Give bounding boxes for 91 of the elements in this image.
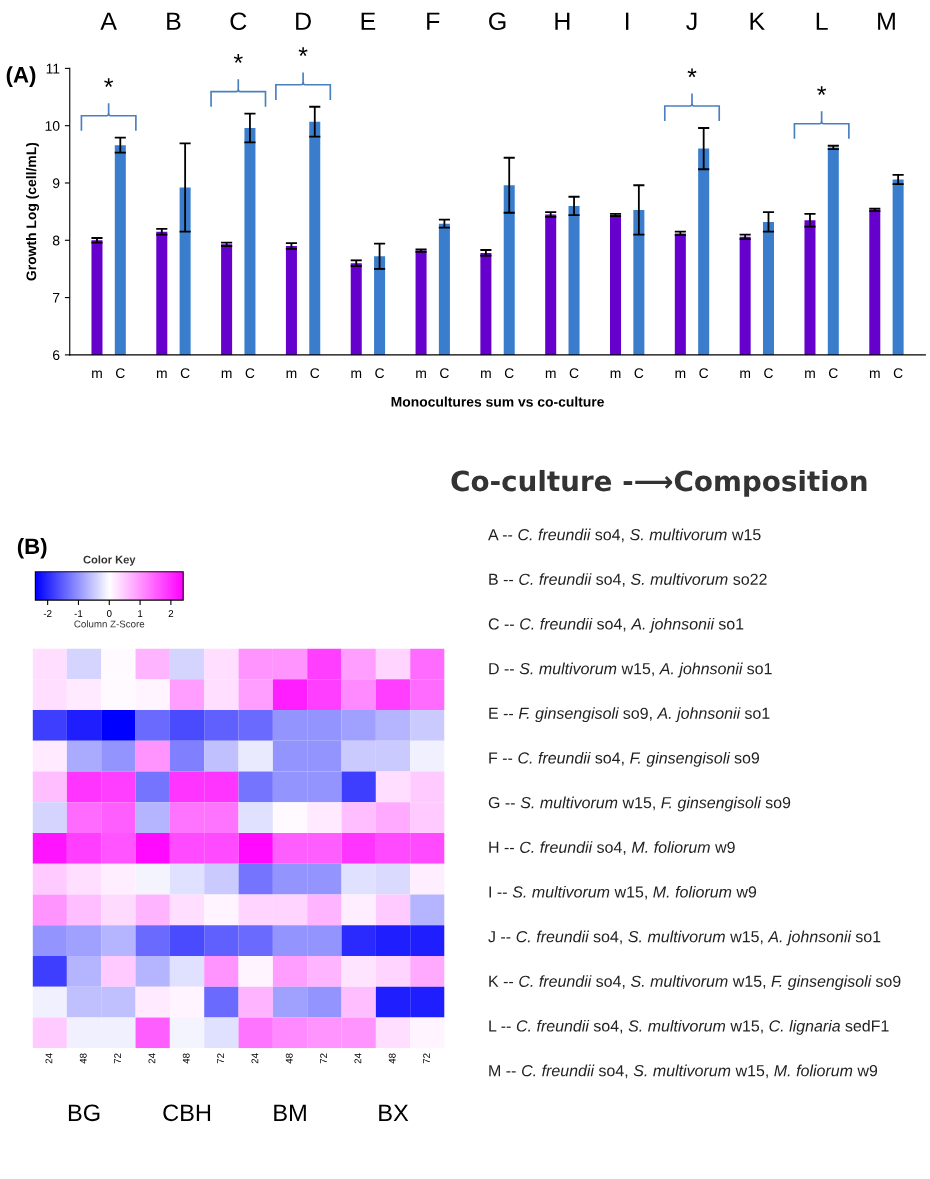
text: C <box>569 368 579 379</box>
legend-title: Color Key <box>83 555 136 566</box>
x-tick-label: 72 <box>320 1053 327 1064</box>
text: C <box>375 368 385 379</box>
text: m <box>156 370 167 378</box>
x-tick-label: 24 <box>148 1053 156 1064</box>
x-tick-label: 24 <box>251 1053 259 1064</box>
annotation: * <box>817 86 827 95</box>
text: G -- S. multivorum w15, F. ginsengisoli so9 <box>488 796 791 812</box>
text: C <box>180 368 190 379</box>
color-bar-label: -2 <box>43 610 52 617</box>
y-tick-label: 8 <box>52 235 60 246</box>
text: E -- F. ginsengisoli so9, A. johnsonii so1 <box>489 707 770 723</box>
text: m <box>610 370 621 378</box>
x-tick-label: 48 <box>285 1053 293 1064</box>
y-tick-label: 7 <box>53 293 60 303</box>
text: CBH <box>163 1104 211 1122</box>
color-bar-label: -1 <box>74 610 83 617</box>
text: C <box>829 368 838 379</box>
text: * <box>298 47 308 57</box>
text: I -- S. multivorum w15, M. foliorum w9 <box>489 885 757 900</box>
x-tick-label: F <box>427 12 440 30</box>
text: m <box>545 370 556 378</box>
x-tick-label: A <box>100 12 117 30</box>
text: m <box>416 370 426 378</box>
text: D -- S. multivorum w15, A. johnsonii so1 <box>489 662 772 678</box>
annotation: * <box>687 68 697 78</box>
x-tick-label: 72 <box>217 1053 224 1064</box>
text: Co-culture -⟶Composition <box>451 469 867 497</box>
x-tick-label: 48 <box>182 1053 190 1064</box>
x-tick-label: I <box>626 12 629 30</box>
series-label: C <box>245 368 255 379</box>
x-tick-label: L <box>816 12 828 30</box>
color-bar-label: 0 <box>106 610 112 617</box>
text: C <box>440 368 449 379</box>
series-label: m <box>286 370 297 378</box>
y-tick-label: 10 <box>45 121 60 131</box>
x-tick-label: 48 <box>79 1053 87 1064</box>
text: F -- C. freundii so4, F. ginsengisoli so9 <box>489 751 760 767</box>
x-tick-label: 48 <box>388 1053 396 1064</box>
x-tick-label: H <box>555 12 570 30</box>
x-tick-label: B <box>167 12 181 30</box>
x-tick-label: J <box>686 12 697 31</box>
text: BG <box>68 1104 100 1122</box>
x-tick-label: M <box>878 12 895 30</box>
text: m <box>351 370 362 378</box>
color-bar-label: 2 <box>168 610 174 617</box>
text: C <box>634 368 644 379</box>
y-tick-label: 11 <box>46 63 60 74</box>
text: * <box>233 54 243 63</box>
text: m <box>740 370 751 378</box>
y-axis-title: Growth Log (cell/mL) <box>26 142 40 281</box>
text: m <box>221 370 232 378</box>
color-bar-label: 1 <box>138 610 143 617</box>
text: C <box>699 368 709 379</box>
text: C <box>310 368 320 379</box>
text: C <box>504 368 514 379</box>
text: (A) <box>6 66 36 87</box>
text: BX <box>379 1104 409 1121</box>
text: M -- C. freundii so4, S. multivorum w15, M. foliorum w9 <box>489 1064 878 1079</box>
text: A -- C. freundii so4, S. multivorum w15 <box>488 528 761 543</box>
y-tick-label: 6 <box>53 350 60 361</box>
x-tick-label: 72 <box>114 1053 121 1064</box>
text: C <box>893 368 903 379</box>
text: m <box>805 370 815 378</box>
x-tick-label: 72 <box>423 1053 430 1064</box>
text: L -- C. freundii so4, S. multivorum w15, C. lignaria sedF1 <box>489 1019 889 1035</box>
x-axis-title: Monocultures sum vs co-culture <box>391 396 604 407</box>
text: C <box>116 368 125 379</box>
x-tick-label: D <box>296 12 311 30</box>
text: K -- C. freundii so4, S. multivorum w15, F. ginsengisoli so9 <box>489 975 901 991</box>
x-tick-label: K <box>750 12 765 30</box>
x-tick-label: 24 <box>354 1053 362 1064</box>
text: m <box>869 370 880 378</box>
text: m <box>92 370 102 378</box>
annotation: * <box>104 78 114 87</box>
x-tick-label: 24 <box>45 1053 53 1064</box>
text: m <box>481 370 491 378</box>
y-tick-label: 9 <box>52 178 60 189</box>
text: C <box>764 368 773 379</box>
text: B -- C. freundii so4, S. multivorum so22 <box>489 573 767 587</box>
x-tick-label: C <box>230 12 247 31</box>
x-tick-label: G <box>489 12 506 31</box>
text: H -- C. freundii so4, M. foliorum w9 <box>489 841 735 855</box>
text: C -- C. freundii so4, A. johnsonii so1 <box>488 617 744 633</box>
text: J -- C. freundii so4, S. multivorum w15, A. johnsonii so1 <box>488 930 881 946</box>
text: BM <box>274 1104 306 1121</box>
x-tick-label: E <box>361 12 376 30</box>
text: (B) <box>17 537 47 559</box>
color-bar-title: Column Z-Score <box>74 620 145 628</box>
text: m <box>675 370 686 378</box>
